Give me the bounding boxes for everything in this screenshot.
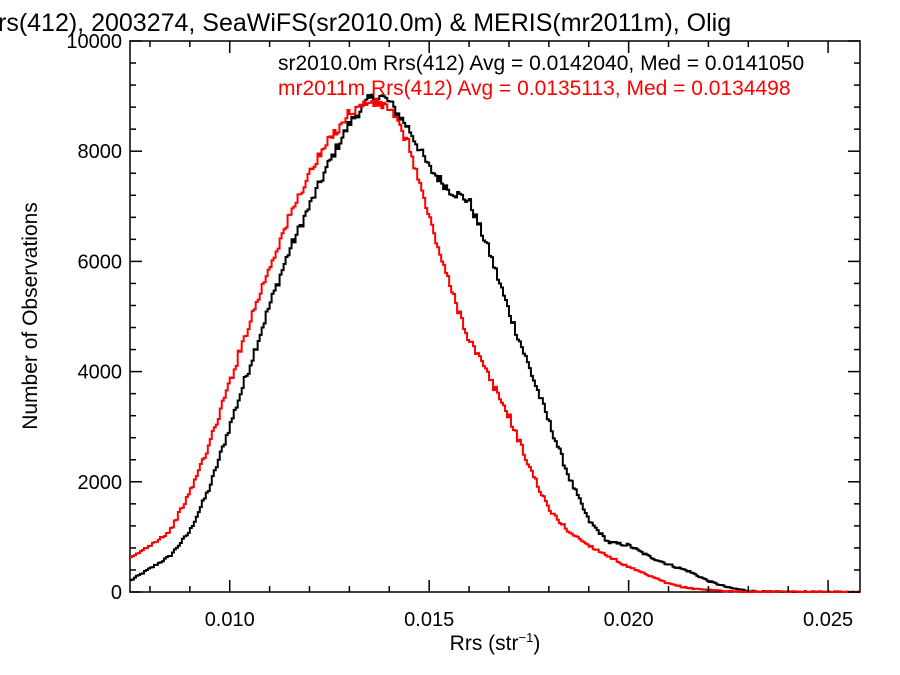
x-tick-label: 0.020 bbox=[604, 609, 654, 631]
series-line-1 bbox=[130, 97, 860, 593]
x-tick-label: 0.010 bbox=[205, 609, 255, 631]
plot-frame bbox=[129, 40, 861, 593]
y-tick-label: 6000 bbox=[78, 251, 123, 273]
y-tick-label: 8000 bbox=[78, 141, 123, 163]
x-axis-label-sup: −1 bbox=[519, 630, 534, 645]
series-line-0 bbox=[130, 93, 860, 593]
y-tick-label: 2000 bbox=[78, 472, 123, 494]
y-axis-label: Number of Observations bbox=[19, 202, 42, 430]
x-axis-label: Rrs (str−1) bbox=[450, 630, 541, 655]
tick-layer: 0.010 0.015 0.020 0.025 0 2000 4000 6000 8000 100… bbox=[66, 31, 860, 631]
x-axis-label-close: ) bbox=[533, 632, 540, 655]
x-tick-label: 0.025 bbox=[803, 609, 853, 631]
x-tick-label: 0.015 bbox=[404, 609, 454, 631]
annotation-black: sr2010.0m Rrs(412) Avg = 0.0142040, Med … bbox=[278, 52, 804, 75]
series-layer bbox=[130, 93, 860, 593]
y-tick-label: 10000 bbox=[66, 31, 122, 53]
y-tick-label: 0 bbox=[111, 582, 122, 604]
x-axis-label-main: Rrs (str bbox=[450, 632, 519, 655]
annotation-red: mr2011m Rrs(412) Avg = 0.0135113, Med = … bbox=[278, 77, 791, 100]
chart-title: rs(412), 2003274, SeaWiFS(sr2010.0m) & M… bbox=[0, 9, 731, 37]
y-tick-label: 4000 bbox=[78, 362, 123, 384]
